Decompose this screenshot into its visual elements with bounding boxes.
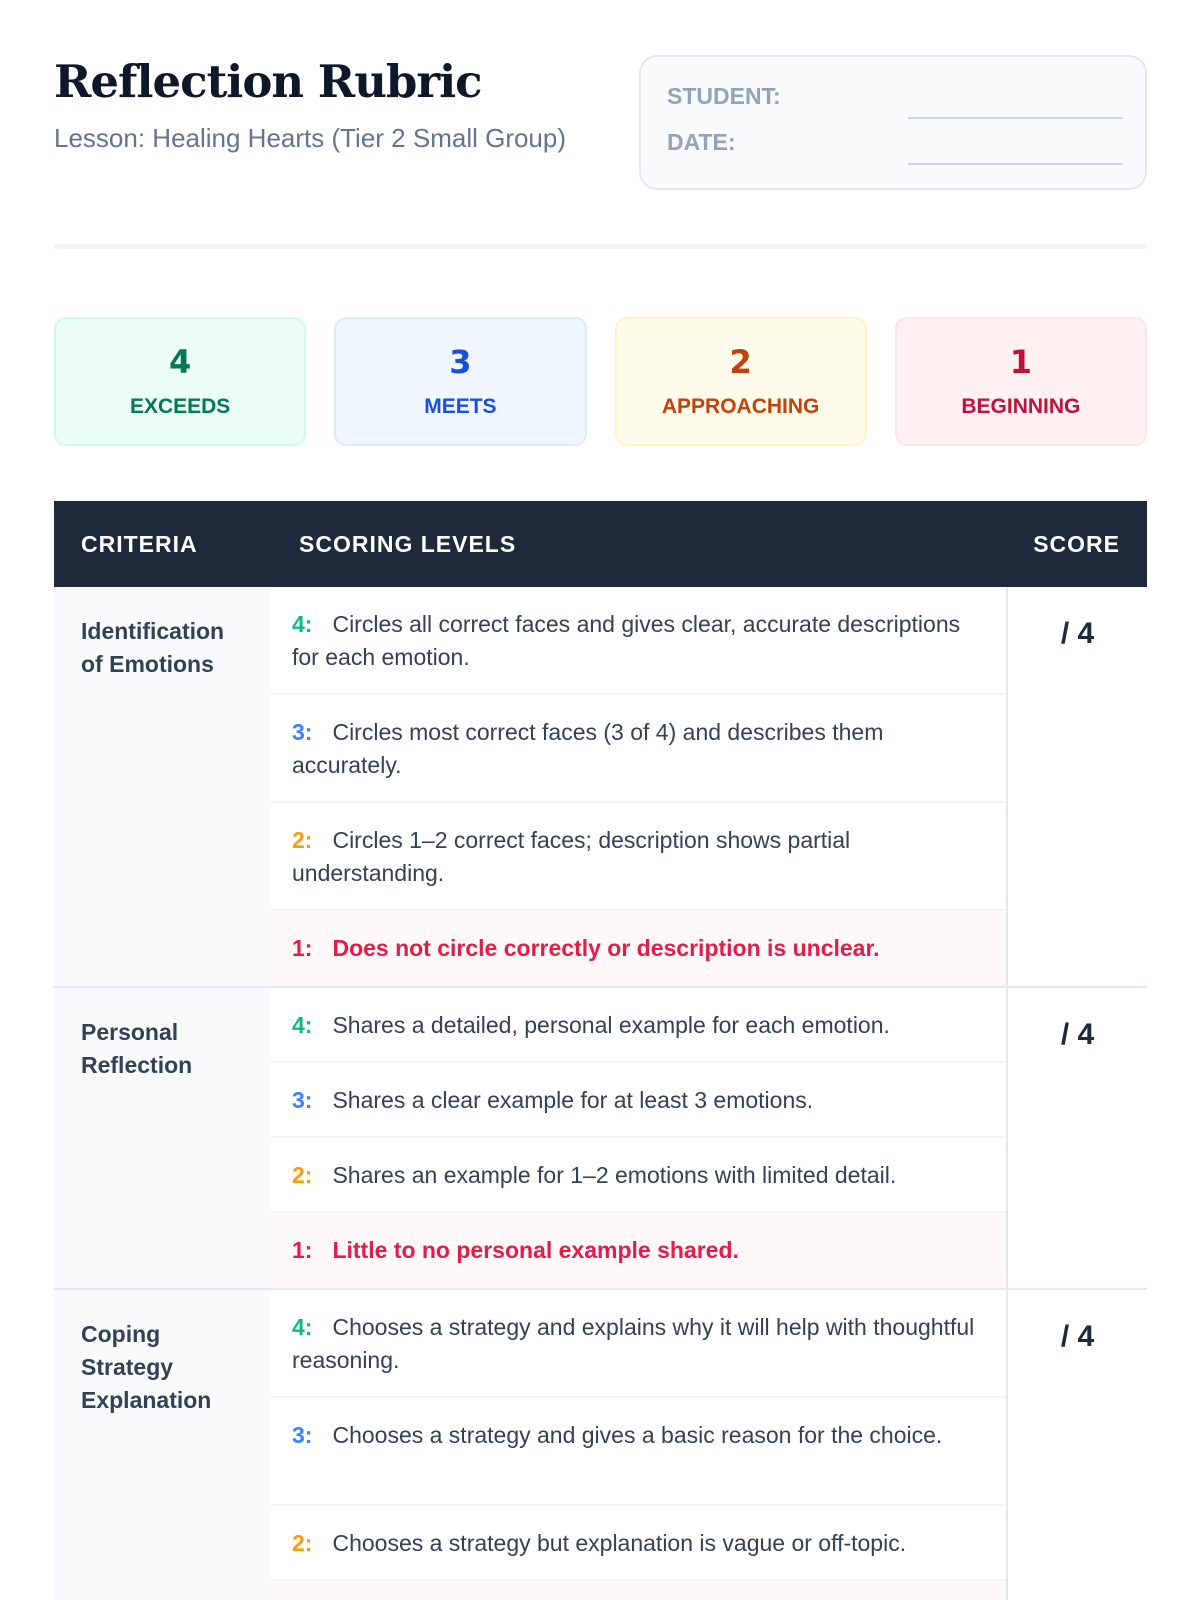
level-num: 3: [292,719,313,745]
level-number: 1 [1009,343,1032,381]
criteria-section: Personal Reflection 4: Shares a detailed,… [54,988,1147,1290]
date-label: DATE: [667,129,736,155]
level-num: 4: [292,1012,313,1038]
student-field[interactable] [908,117,1123,119]
level-card-exceeds: 4 EXCEEDS [54,317,307,446]
level-label: MEETS [424,395,497,418]
level-number: 2 [729,343,752,381]
level-description: Chooses a strategy and explains why it w… [292,1314,975,1373]
student-row: STUDENT: [667,79,1123,119]
level-num: 4: [292,611,313,637]
level-description: Circles 1–2 correct faces; description s… [292,827,851,886]
level-description: Circles most correct faces (3 of 4) and … [292,719,884,778]
header-criteria: CRITERIA [81,531,198,557]
level-row-3: 3: Circles most correct faces (3 of 4) an… [271,695,1006,803]
rubric-table: CRITERIA SCORING LEVELS SCORE Identifica… [54,501,1147,1600]
level-num: 3: [292,1422,313,1448]
lesson-subtitle: Lesson: Healing Hearts (Tier 2 Small Gro… [54,123,567,153]
criteria-name: Identification of Emotions [54,587,271,986]
level-number: 3 [449,343,472,381]
criteria-name: Coping Strategy Explanation [54,1290,271,1600]
student-label: STUDENT: [667,83,781,109]
header-scoring-levels: SCORING LEVELS [299,531,517,557]
level-row-1 [271,1581,1006,1600]
level-row-2: 2: Shares an example for 1–2 emotions wit… [271,1138,1006,1213]
level-row-4: 4: Chooses a strategy and explains why it… [271,1290,1006,1398]
level-card-beginning: 1 BEGINNING [894,317,1147,446]
criteria-name: Personal Reflection [54,988,271,1288]
level-num: 2: [292,1530,313,1556]
level-description: Little to no personal example shared. [332,1237,739,1263]
level-legend: 4 EXCEEDS 3 MEETS 2 APPROACHING 1 BEGINN… [54,317,1147,446]
header-score: SCORE [1033,531,1120,557]
level-card-meets: 3 MEETS [334,317,587,446]
level-description: Chooses a strategy and gives a basic rea… [332,1422,943,1448]
score-cell[interactable]: / 4 [1060,1320,1095,1353]
level-row-1: 1: Little to no personal example shared. [271,1213,1006,1288]
level-num: 3: [292,1087,313,1113]
level-row-1: 1: Does not circle correctly or descripti… [271,911,1006,986]
date-field[interactable] [908,163,1123,165]
level-num: 2: [292,827,313,853]
date-row: DATE: [667,125,1123,165]
scoring-levels: 4: Circles all correct faces and gives cl… [271,587,1008,986]
level-description: Shares an example for 1–2 emotions with … [332,1162,897,1188]
score-cell[interactable]: / 4 [1060,1018,1095,1051]
level-row-2: 2: Circles 1–2 correct faces; description… [271,803,1006,911]
level-description: Circles all correct faces and gives clea… [292,611,961,670]
level-number: 4 [168,343,192,381]
level-num: 4: [292,1314,313,1340]
level-num: 1: [292,1237,313,1263]
criteria-section: Coping Strategy Explanation 4: Chooses a … [54,1290,1147,1600]
level-num: 2: [292,1162,313,1188]
level-row-2: 2: Chooses a strategy but explanation is … [271,1506,1006,1581]
scoring-levels: 4: Chooses a strategy and explains why it… [271,1290,1008,1600]
page-title: Reflection Rubric [54,55,483,108]
level-num: 1: [292,935,313,961]
criteria-section: Identification of Emotions 4: Circles all… [54,587,1147,988]
header: Reflection Rubric Lesson: Healing Hearts… [54,55,1147,190]
level-description: Chooses a strategy but explanation is va… [332,1530,907,1556]
level-label: BEGINNING [961,395,1081,418]
student-info-box: STUDENT: DATE: [639,55,1147,190]
level-label: EXCEEDS [129,395,231,418]
level-description: Does not circle correctly or description… [332,935,880,961]
divider [54,244,1147,249]
level-description: Shares a detailed, personal example for … [332,1012,890,1038]
level-description: Shares a clear example for at least 3 em… [332,1087,814,1113]
level-label: APPROACHING [661,395,820,418]
level-row-3: 3: Shares a clear example for at least 3 … [271,1063,1006,1138]
scoring-levels: 4: Shares a detailed, personal example fo… [271,988,1008,1288]
level-row-3: 3: Chooses a strategy and gives a basic r… [271,1398,1006,1506]
score-cell[interactable]: / 4 [1060,617,1095,650]
level-row-4: 4: Circles all correct faces and gives cl… [271,587,1006,695]
level-card-approaching: 2 APPROACHING [614,317,867,446]
level-row-4: 4: Shares a detailed, personal example fo… [271,988,1006,1063]
table-header: CRITERIA SCORING LEVELS SCORE [54,501,1147,587]
